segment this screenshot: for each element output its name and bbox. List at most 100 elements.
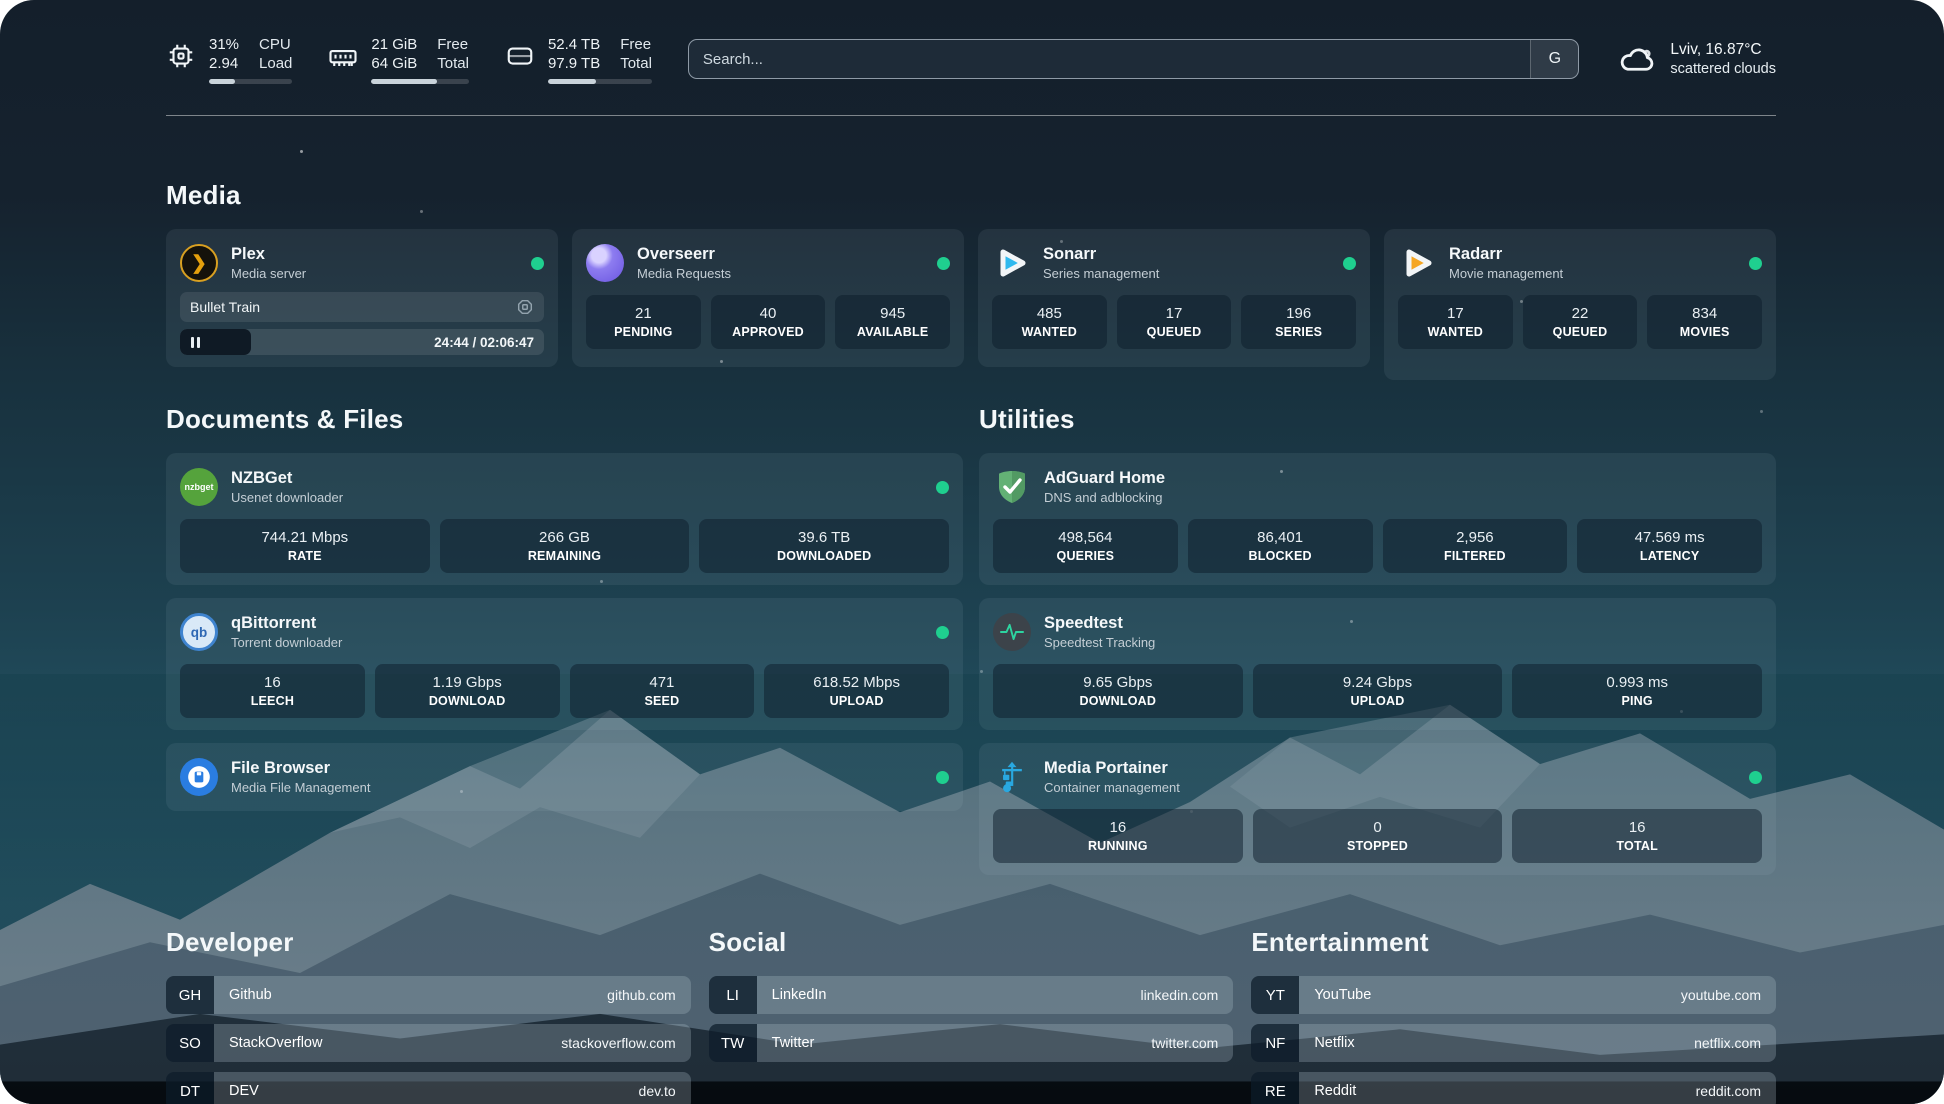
stat-label: RATE: [287, 549, 322, 563]
link-row-netflix[interactable]: NF Netflix netflix.com: [1251, 1024, 1776, 1062]
link-badge: GH: [166, 976, 214, 1014]
stat-value: 9.65 Gbps: [1083, 674, 1153, 691]
stat-label: PING: [1621, 694, 1653, 708]
link-url: twitter.com: [1151, 1035, 1219, 1051]
documents-column: Documents & Files nzbget NZBGet Usenet d…: [166, 404, 963, 811]
disk-widget: 52.4 TB 97.9 TB Free Total: [505, 35, 652, 84]
app-card-nzbget[interactable]: nzbget NZBGet Usenet downloader 744.21 M…: [166, 453, 963, 585]
app-name: Radarr: [1449, 245, 1503, 263]
stat-value: 17: [1165, 305, 1183, 322]
app-card-filebrowser[interactable]: File Browser Media File Management: [166, 743, 963, 811]
app-name: NZBGet: [231, 469, 293, 487]
cpu-icon: [169, 44, 193, 67]
link-row-twitter[interactable]: TW Twitter twitter.com: [708, 1024, 1234, 1062]
app-card-speedtest[interactable]: Speedtest Speedtest Tracking 9.65 Gbps D…: [979, 598, 1776, 730]
now-playing-title: Bullet Train: [190, 299, 261, 315]
stat-label: REMAINING: [527, 549, 602, 563]
link-row-github[interactable]: GH Github github.com: [166, 976, 691, 1014]
app-description: Series management: [1043, 266, 1160, 281]
stat-label: SEED: [644, 694, 680, 708]
ram-icon: [329, 49, 357, 66]
section-title-social: Social: [708, 927, 787, 957]
stat-value: 266 GB: [539, 529, 590, 546]
stat-label: LEECH: [250, 694, 295, 708]
plex-icon: ❯: [180, 244, 218, 282]
app-description: Speedtest Tracking: [1044, 635, 1156, 650]
utilities-column: Utilities AdGuard Home: [979, 404, 1776, 875]
stat-value: 498,564: [1058, 529, 1113, 546]
stat-value: 0.993 ms: [1606, 674, 1669, 691]
stat-label: APPROVED: [732, 325, 804, 339]
app-name: Media Portainer: [1044, 759, 1168, 777]
stat-label: BLOCKED: [1248, 549, 1312, 563]
stat-value: 16: [264, 674, 281, 691]
adguard-icon: [993, 468, 1031, 506]
link-url: netflix.com: [1694, 1035, 1761, 1051]
portainer-icon: [993, 758, 1031, 796]
app-card-portainer[interactable]: Media Portainer Container management 16 …: [979, 743, 1776, 875]
disk-icon: [507, 46, 533, 65]
link-row-stackoverflow[interactable]: SO StackOverflow stackoverflow.com: [166, 1024, 691, 1062]
pause-button[interactable]: [191, 336, 200, 348]
app-card-radarr[interactable]: Radarr Movie management 17 WANTED 22 QUE…: [1384, 229, 1776, 380]
search-engine-button[interactable]: G: [1530, 40, 1579, 78]
link-row-reddit[interactable]: RE Reddit reddit.com: [1251, 1072, 1776, 1104]
app-card-plex[interactable]: ❯ Plex Media server Bullet Train: [166, 229, 558, 367]
link-badge: LI: [708, 976, 757, 1014]
search-input[interactable]: [688, 40, 1531, 78]
stat-label: UPLOAD: [1350, 694, 1405, 708]
section-title-media: Media: [166, 180, 241, 210]
link-url: linkedin.com: [1140, 987, 1219, 1003]
snow-specks: [300, 150, 303, 153]
stat-value: 0: [1373, 819, 1382, 836]
stat-box: 2,956 FILTERED: [1382, 519, 1568, 573]
status-online-dot: [936, 770, 949, 784]
app-card-sonarr[interactable]: Sonarr Series management 485 WANTED 17 Q…: [978, 229, 1370, 367]
app-description: Media File Management: [231, 780, 371, 795]
cloud-icon: [1621, 48, 1654, 71]
app-description: Usenet downloader: [231, 490, 344, 505]
app-description: Container management: [1044, 780, 1180, 795]
app-name: AdGuard Home: [1044, 469, 1166, 487]
app-card-overseerr[interactable]: Overseerr Media Requests 21 PENDING 40 A…: [572, 229, 964, 367]
link-name: Netflix: [1314, 1035, 1355, 1051]
memory-total-value: 64 GiB: [371, 54, 418, 72]
app-card-adguard[interactable]: AdGuard Home DNS and adblocking 498,564 …: [979, 453, 1776, 585]
memory-free-value: 21 GiB: [371, 35, 418, 53]
session-camera-icon: [517, 299, 533, 315]
teal-overlay: [0, 674, 1944, 1104]
app-card-qbittorrent[interactable]: qb qBittorrent Torrent downloader 16 LEE…: [166, 598, 963, 730]
disk-free-label: Free: [620, 35, 652, 53]
app-name: qBittorrent: [231, 614, 317, 632]
section-title-entertainment: Entertainment: [1251, 927, 1429, 957]
link-badge: YT: [1251, 976, 1300, 1014]
playback-progress-bar: 24:44 / 02:06:47: [180, 329, 544, 355]
cpu-progress-fill: [209, 78, 235, 84]
filebrowser-icon: [180, 758, 218, 796]
link-url: reddit.com: [1695, 1083, 1761, 1099]
disk-free-value: 52.4 TB: [547, 35, 601, 53]
stat-box: 21 PENDING: [586, 295, 701, 349]
status-online-dot: [936, 480, 949, 494]
link-url: stackoverflow.com: [561, 1035, 676, 1051]
nzbget-icon: nzbget: [180, 468, 218, 506]
link-name: Github: [229, 987, 272, 1003]
topbar-divider: [166, 115, 1776, 116]
stat-box: 471 SEED: [569, 664, 755, 718]
link-row-youtube[interactable]: YT YouTube youtube.com: [1251, 976, 1776, 1014]
memory-widget: 21 GiB 64 GiB Free Total: [328, 35, 469, 84]
memory-total-label: Total: [437, 54, 469, 72]
cpu-load-label: Load: [259, 54, 293, 72]
link-row-dev[interactable]: DT DEV dev.to: [166, 1072, 691, 1104]
app-description: Movie management: [1449, 266, 1564, 281]
link-row-linkedin[interactable]: LI LinkedIn linkedin.com: [708, 976, 1234, 1014]
cpu-usage-value: 31%: [209, 35, 240, 53]
stat-label: SERIES: [1275, 325, 1323, 339]
section-title-developer: Developer: [166, 927, 294, 957]
search-bar: G: [687, 39, 1580, 79]
status-online-dot: [1749, 770, 1762, 784]
stat-box: 9.24 Gbps UPLOAD: [1252, 664, 1503, 718]
app-description: Torrent downloader: [231, 635, 343, 650]
status-online-dot: [1343, 256, 1356, 270]
stat-value: 2,956: [1456, 529, 1494, 546]
